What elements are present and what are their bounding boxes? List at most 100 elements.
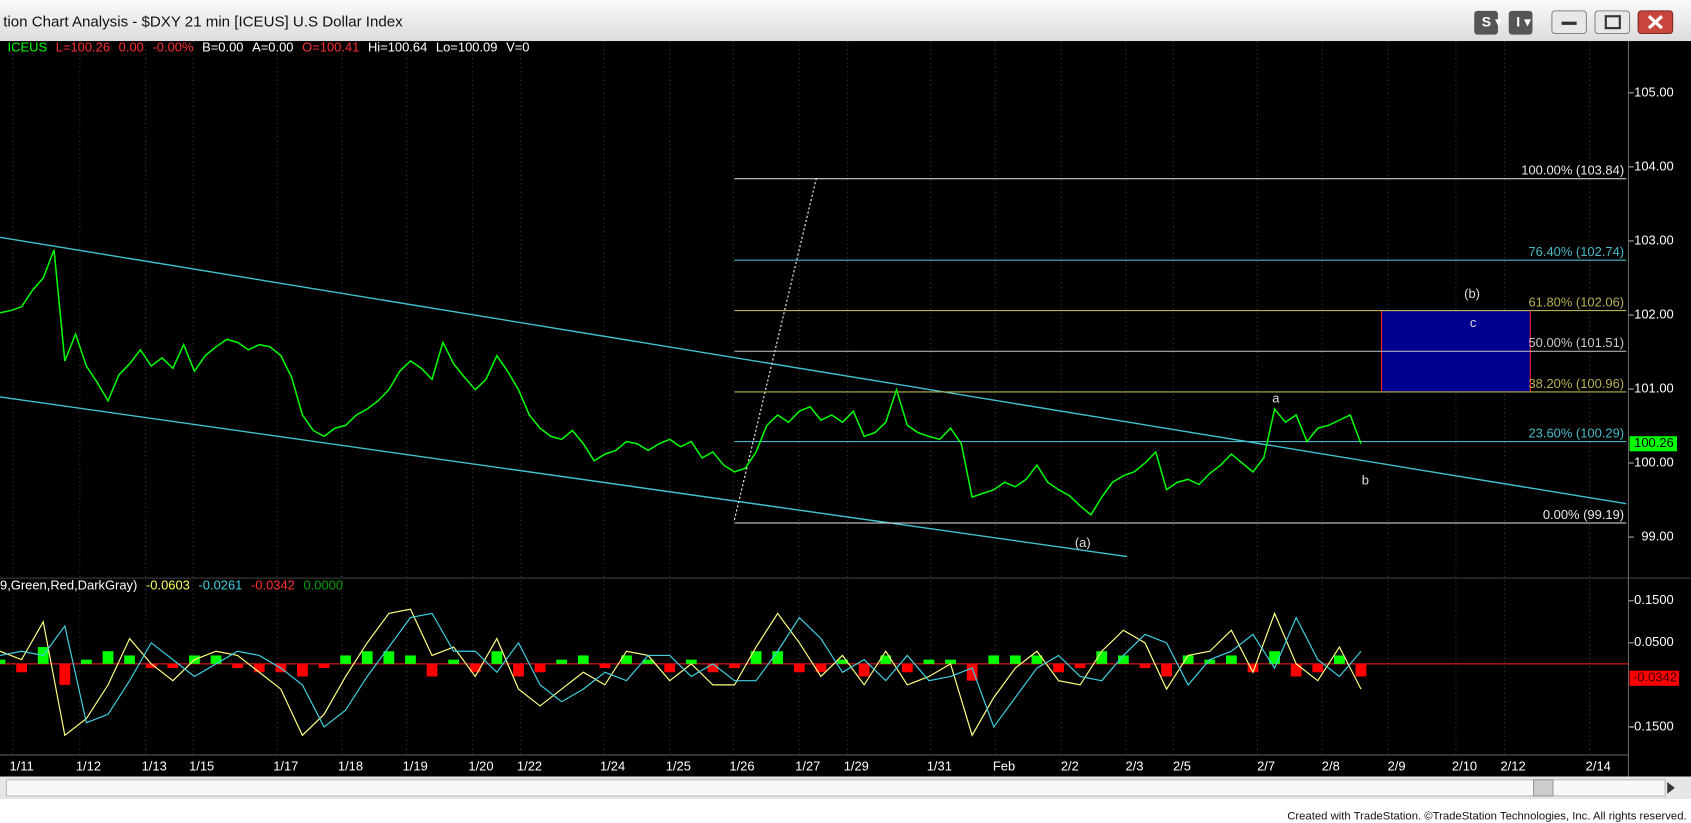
- histogram-bar: [232, 663, 244, 669]
- date-label: 2/14: [1586, 758, 1611, 773]
- legend-item: L=100.26: [56, 40, 110, 55]
- histogram-bar: [642, 659, 654, 664]
- maximize-icon: [1604, 15, 1621, 30]
- histogram-bar: [1009, 655, 1021, 664]
- histogram-bar: [16, 663, 27, 673]
- legend-item: 9,Green,Red,DarkGray): [0, 578, 137, 593]
- histogram-bar: [318, 663, 330, 669]
- fib-label: 23.60% (100.29): [1528, 425, 1624, 440]
- histogram-bar: [1290, 663, 1302, 677]
- channel-lower: [0, 396, 1128, 558]
- histogram-bar: [1269, 651, 1280, 664]
- date-label: 1/18: [338, 758, 363, 773]
- y-tick-label: 103.00: [1634, 232, 1674, 247]
- date-label: 2/3: [1126, 758, 1144, 773]
- legend: ICEUS L=100.26 0.00 -0.00% B=0.00 A=0.00 O=100…: [8, 40, 530, 55]
- histogram-bar: [664, 663, 676, 673]
- price-line: [0, 249, 1362, 516]
- wave-label: c: [1470, 315, 1477, 330]
- oscillator-line: [0, 612, 1362, 729]
- histogram-bar: [945, 659, 956, 664]
- legend-item: A=0.00: [252, 40, 293, 55]
- histogram-bar: [253, 663, 265, 673]
- wave-label: a: [1272, 391, 1280, 406]
- legend-item: O=100.41: [302, 40, 359, 55]
- histogram-bar: [81, 659, 92, 664]
- scroll-thumb[interactable]: [1533, 779, 1554, 797]
- scroll-track: [5, 779, 1666, 797]
- legend-item: Lo=100.09: [436, 40, 498, 55]
- y-tick-label: 100.00: [1634, 454, 1674, 469]
- legend-item: 0.0000: [304, 578, 344, 593]
- histogram-bar: [880, 655, 892, 664]
- fib-label: 0.00% (99.19): [1543, 507, 1624, 522]
- date-label: 2/7: [1257, 758, 1275, 773]
- y-tick-label: 0.0500: [1634, 634, 1674, 649]
- fib-label: 100.00% (103.84): [1521, 163, 1624, 178]
- y-tick-label: 0.1500: [1634, 592, 1674, 607]
- histogram-bar: [923, 659, 935, 664]
- histogram-bar: [901, 663, 913, 673]
- legend-item: -0.0261: [198, 578, 242, 593]
- histogram-bar: [1247, 663, 1259, 673]
- footer-credit: Created with TradeStation. ©TradeStation…: [1287, 810, 1686, 822]
- legend-item: V=0: [506, 40, 529, 55]
- histogram-bar: [0, 659, 6, 664]
- legend-item: 0.00: [119, 40, 144, 55]
- histogram-bar: [448, 659, 460, 664]
- histogram-bar: [1139, 663, 1151, 669]
- histogram-bar: [405, 655, 416, 664]
- histogram-bar: [1161, 663, 1172, 677]
- date-label: 1/26: [729, 758, 754, 773]
- date-label: 1/29: [844, 758, 869, 773]
- date-label: 1/27: [795, 758, 820, 773]
- histogram-bar: [1031, 655, 1043, 664]
- histogram-bar: [1312, 663, 1324, 673]
- histogram-bar: [1182, 655, 1194, 664]
- title-buttons: S ▾ I ▾: [1474, 10, 1674, 35]
- style-button[interactable]: [1474, 10, 1498, 35]
- window-title: tion Chart Analysis - $DXY 21 min [ICEUS…: [3, 14, 403, 31]
- histogram-bar: [361, 651, 373, 664]
- histogram-bar: [1355, 663, 1367, 677]
- y-tick-label: 105.00: [1634, 84, 1674, 99]
- histogram-bar: [59, 663, 71, 685]
- histogram-bar: [599, 663, 611, 669]
- legend-item: -0.00%: [152, 40, 193, 55]
- scroll-arrow[interactable]: [1667, 781, 1675, 794]
- insert-button[interactable]: [1508, 10, 1533, 35]
- y-tick-label: 101.00: [1634, 380, 1674, 395]
- date-label: 2/2: [1061, 758, 1079, 773]
- histogram-bar: [124, 655, 136, 664]
- histogram-bar: [491, 651, 503, 664]
- date-label: 1/19: [403, 758, 428, 773]
- histogram-bar: [988, 655, 1000, 664]
- histogram-bar: [707, 663, 719, 673]
- date-label: 1/17: [273, 758, 298, 773]
- legend-item: ICEUS: [8, 40, 48, 55]
- histogram-bar: [513, 663, 524, 677]
- histogram-bar: [1334, 655, 1345, 664]
- histogram-bar: [966, 663, 978, 681]
- minimize-icon: [1561, 21, 1577, 25]
- legend-item: -0.0342: [251, 578, 295, 593]
- close-icon: [1647, 15, 1663, 30]
- histogram-bar: [534, 663, 546, 673]
- footer: [0, 799, 1691, 823]
- y-tick-label: -0.1500: [1630, 718, 1674, 733]
- maximize-button[interactable]: [1594, 10, 1631, 35]
- histogram-bar: [1204, 659, 1216, 664]
- histogram-bar: [621, 655, 632, 664]
- histogram-bar: [426, 663, 438, 677]
- legend-item: Hi=100.64: [368, 40, 427, 55]
- histogram-bar: [1225, 655, 1237, 664]
- wave-label: (b): [1464, 286, 1480, 301]
- y-tick-label: 104.00: [1634, 158, 1674, 173]
- title-bar: [0, 0, 1691, 42]
- channel-upper: [0, 236, 1627, 505]
- date-label: 1/13: [142, 758, 167, 773]
- legend-item: B=0.00: [202, 40, 243, 55]
- wave-label: (a): [1075, 535, 1091, 550]
